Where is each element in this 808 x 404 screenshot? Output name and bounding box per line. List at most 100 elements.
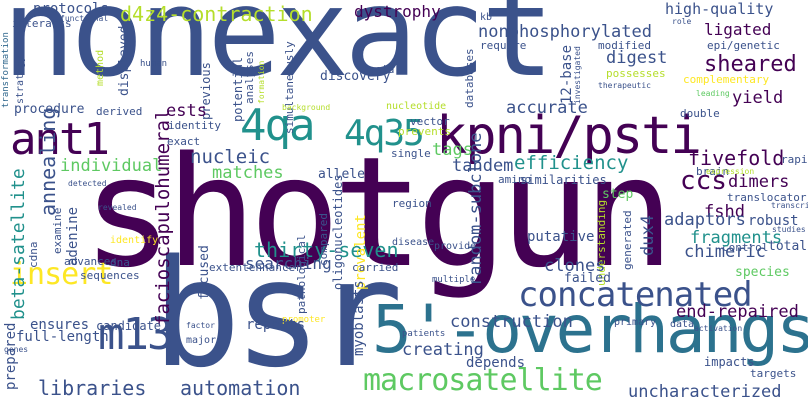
word-prevalent: prevalent xyxy=(353,214,369,290)
word-revealed: revealed xyxy=(98,203,137,212)
word-matches: matches xyxy=(212,163,284,183)
word-amino: amino xyxy=(498,173,532,186)
word-sequences: sequences xyxy=(80,269,140,282)
word-shotgun: shotgun xyxy=(82,124,675,301)
word-candidate: candidate xyxy=(96,319,162,333)
word-double: double xyxy=(680,107,720,120)
word-transformation: transformation xyxy=(1,32,11,108)
word-thirty-seven: thirty-seven xyxy=(254,238,399,262)
word-automation: automation xyxy=(180,376,301,400)
word-4q35: 4q35 xyxy=(344,113,425,154)
word-nucleic: nucleic xyxy=(190,146,271,168)
word-adaptors: adaptors xyxy=(664,210,746,230)
word-allele: allele xyxy=(318,167,365,182)
word-end-repaired: end-repaired xyxy=(676,302,799,322)
word-fshd: fshd xyxy=(704,202,745,222)
word-region: region xyxy=(392,197,432,210)
word-epi-genetic: epi/genetic xyxy=(707,39,780,52)
word-dux4: dux4 xyxy=(638,215,658,256)
word-modified: modified xyxy=(598,39,651,52)
word-searching: searching xyxy=(245,254,332,273)
word-transcript: transcript xyxy=(771,201,808,210)
word-formation: formation xyxy=(257,60,266,104)
word-carried: carried xyxy=(352,261,399,274)
word-accurate: accurate xyxy=(506,98,588,118)
word-therapeutic: therapeutic xyxy=(598,81,651,90)
word-12-base: 12-base xyxy=(559,44,575,104)
word-similarities: similarities xyxy=(520,173,607,187)
word-ensures: ensures xyxy=(30,317,90,333)
word-compared: compared xyxy=(317,213,330,266)
word-strategy: strategy xyxy=(15,55,26,104)
word-nonexact: nonexact xyxy=(2,0,555,104)
word-displayed: displayed xyxy=(117,25,132,96)
word-m13: m13 xyxy=(98,309,173,360)
word-databases: databases xyxy=(463,48,476,108)
word-kb: kb xyxy=(480,12,493,23)
word-possesses: possesses xyxy=(606,67,666,80)
word-libraries: libraries xyxy=(38,376,147,400)
word-factor: factor xyxy=(186,321,215,330)
word-exact: exact xyxy=(167,135,201,148)
word-myoblasts: myoblasts xyxy=(351,280,367,356)
word-putative: putative xyxy=(527,229,595,245)
word-oligonucleotides: oligonucleotides xyxy=(331,174,345,290)
word-studies: studies xyxy=(772,225,806,234)
word-detected: detected xyxy=(68,179,107,188)
word-identity: identity xyxy=(168,119,221,132)
word-total: total xyxy=(768,239,808,254)
word-tandem: tandem xyxy=(452,156,514,176)
word-species: species xyxy=(735,265,790,280)
word-genes: genes xyxy=(4,345,29,354)
word-disease: disease xyxy=(392,237,435,248)
word-promoter: promoter xyxy=(282,315,326,325)
word-impacts: impacts xyxy=(704,355,755,369)
word-background: background xyxy=(282,103,331,112)
word-individual: individual xyxy=(60,156,163,176)
word-dystrophy: dystrophy xyxy=(354,2,441,21)
word-primary: primary xyxy=(614,317,657,328)
word-procedure: procedure xyxy=(14,102,85,117)
word-d4z4-contraction: d4z4-contraction xyxy=(120,2,313,26)
word-brain: brain xyxy=(696,165,730,178)
word-insert: insert xyxy=(10,257,113,292)
word-facioscapulohumeral: facioscapulohumeral xyxy=(152,108,174,326)
word-multiple: multiple xyxy=(432,275,476,285)
word-functional: functional xyxy=(60,14,109,23)
word-digest: digest xyxy=(606,48,668,68)
word-method: method xyxy=(95,49,106,86)
word-prepared: prepared xyxy=(3,322,19,390)
word-clones: clones xyxy=(544,256,606,276)
word-control: control xyxy=(722,241,769,254)
word-provide: provide xyxy=(434,241,477,252)
word-examine: examine xyxy=(51,207,64,254)
word-identify: identify xyxy=(110,235,159,246)
word-random-subclone: random-subclone xyxy=(466,132,486,286)
word-extentenhancer: extentenhancer xyxy=(209,261,302,274)
word-depends: depends xyxy=(466,355,526,371)
word-tags: tags xyxy=(432,140,473,160)
word-beta-satellite: beta-satellite xyxy=(8,168,29,320)
word-dna: dna xyxy=(110,256,130,269)
word-5-overhangs: 5'-overhangs xyxy=(372,291,808,368)
word-robust: robust xyxy=(748,213,799,229)
word-role: role xyxy=(672,17,692,26)
word-4qa: 4qa xyxy=(240,100,315,151)
word-chimeric: chimeric xyxy=(684,242,766,262)
word-vector: vector xyxy=(410,115,450,128)
word-cdna: cdna xyxy=(27,241,40,269)
word-activation: activation xyxy=(694,324,743,333)
word-generated: generated xyxy=(621,210,634,270)
word-major: major xyxy=(186,335,217,346)
word-acid: acid xyxy=(368,63,395,76)
word-full-length: full-length xyxy=(16,329,109,345)
word-sheared: sheared xyxy=(704,52,797,77)
word-require: require xyxy=(480,39,527,52)
word-dimers: dimers xyxy=(728,172,790,192)
word-patients: patients xyxy=(402,329,446,339)
word-nucleotide: nucleotide xyxy=(386,101,447,112)
word-investigated: investigated xyxy=(573,46,582,104)
word-uncharacterized: uncharacterized xyxy=(628,382,782,402)
word-prevents: prevents xyxy=(398,125,451,138)
